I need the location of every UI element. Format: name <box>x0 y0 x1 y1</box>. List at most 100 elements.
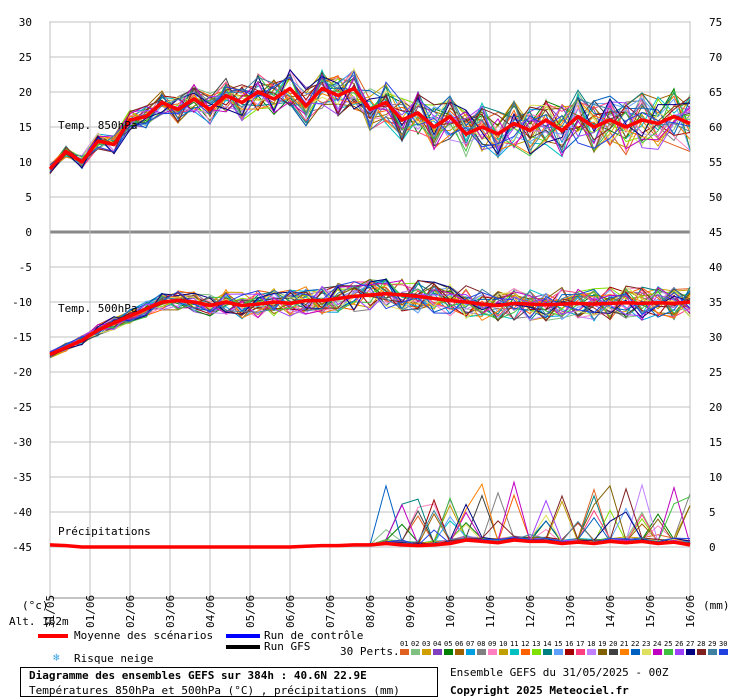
pert-number: 23 <box>642 640 651 648</box>
left-tick-label: 30 <box>19 16 32 29</box>
pert-number: 13 <box>532 640 541 648</box>
pert-swatch <box>543 649 552 655</box>
pert-number: 27 <box>686 640 695 648</box>
legend-control: Run de contrôle <box>264 629 364 642</box>
pert-number: 14 <box>543 640 552 648</box>
left-tick-label: 5 <box>25 191 32 204</box>
pert-swatch <box>719 649 728 655</box>
date-label: 10/06 <box>444 595 457 628</box>
pert-swatch <box>499 649 508 655</box>
left-tick-label: -35 <box>12 471 32 484</box>
date-label: 06/06 <box>284 595 297 628</box>
date-label: 05/06 <box>244 595 257 628</box>
pert-number: 28 <box>697 640 706 648</box>
snowflake-icon: ❄ <box>53 651 60 664</box>
right-tick-label: 15 <box>709 436 722 449</box>
pert-number: 05 <box>444 640 453 648</box>
pert-swatch <box>565 649 574 655</box>
date-label: 09/06 <box>404 595 417 628</box>
pert-swatch <box>598 649 607 655</box>
pert-swatch <box>521 649 530 655</box>
pert-number: 02 <box>411 640 420 648</box>
right-tick-label: 65 <box>709 86 722 99</box>
date-label: 16/06 <box>684 595 697 628</box>
date-label: 04/06 <box>204 595 217 628</box>
altitude-label: Alt. 162m <box>9 615 69 628</box>
date-label: 11/06 <box>484 595 497 628</box>
pert-number: 03 <box>422 640 431 648</box>
panel-label-850: Temp. 850hPa <box>58 119 138 132</box>
footer-box: Diagramme des ensembles GEFS sur 384h : … <box>20 667 438 697</box>
legend-gfs: Run GFS <box>264 640 311 653</box>
pert-swatch <box>609 649 618 655</box>
pert-number: 09 <box>488 640 497 648</box>
pert-swatch <box>444 649 453 655</box>
pert-number: 18 <box>587 640 596 648</box>
pert-swatch <box>576 649 585 655</box>
pert-swatch <box>653 649 662 655</box>
pert-number: 08 <box>477 640 486 648</box>
pert-swatch <box>620 649 629 655</box>
date-label: 07/06 <box>324 595 337 628</box>
right-tick-label: 10 <box>709 471 722 484</box>
footer-title: Diagramme des ensembles GEFS sur 384h : … <box>29 669 367 682</box>
mean-line-precip <box>49 538 691 549</box>
mean-lines <box>48 86 691 549</box>
pert-number: 21 <box>620 640 629 648</box>
left-unit: (°c) <box>22 599 49 612</box>
pert-swatch <box>455 649 464 655</box>
pert-number: 26 <box>675 640 684 648</box>
right-tick-label: 75 <box>709 16 722 29</box>
date-label: 12/06 <box>524 595 537 628</box>
date-label: 15/06 <box>644 595 657 628</box>
left-tick-label: 10 <box>19 156 32 169</box>
left-tick-label: -25 <box>12 401 32 414</box>
pert-number: 19 <box>598 640 607 648</box>
pert-swatch <box>400 649 409 655</box>
pert-swatch <box>488 649 497 655</box>
left-tick-label: 15 <box>19 121 32 134</box>
pert-line-500 <box>49 280 691 354</box>
date-label: 31/05 <box>44 595 57 628</box>
pert-swatch <box>477 649 486 655</box>
date-label: 03/06 <box>164 595 177 628</box>
date-label: 01/06 <box>84 595 97 628</box>
right-tick-label: 70 <box>709 51 722 64</box>
footer-subtitle: Températures 850hPa et 500hPa (°C) , pré… <box>29 684 400 697</box>
pert-number: 15 <box>554 640 563 648</box>
date-label: 13/06 <box>564 595 577 628</box>
right-tick-label: 35 <box>709 296 722 309</box>
right-tick-label: 45 <box>709 226 722 239</box>
left-tick-label: -20 <box>12 366 32 379</box>
right-unit: (mm) <box>703 599 730 612</box>
pert-line-500 <box>49 285 691 352</box>
pert-swatch <box>411 649 420 655</box>
left-tick-label: 25 <box>19 51 32 64</box>
mean-swatch <box>38 634 68 638</box>
panel-label-500: Temp. 500hPa <box>58 302 138 315</box>
control-swatch <box>226 634 260 638</box>
pert-number: 22 <box>631 640 640 648</box>
copyright: Copyright 2025 Meteociel.fr <box>450 684 629 697</box>
date-label: 02/06 <box>124 595 137 628</box>
pert-number: 24 <box>653 640 662 648</box>
pert-swatch <box>686 649 695 655</box>
pert-number: 04 <box>433 640 442 648</box>
pert-number: 16 <box>565 640 574 648</box>
date-label: 08/06 <box>364 595 377 628</box>
pert-number: 25 <box>664 640 673 648</box>
pert-line-850 <box>49 68 691 173</box>
left-tick-label: -40 <box>12 506 32 519</box>
pert-line-500 <box>49 278 691 357</box>
pert-number: 20 <box>609 640 618 648</box>
axis-labels: 302520151050-5-10-15-20-25-30-35-40-4575… <box>12 16 722 628</box>
pert-swatch <box>554 649 563 655</box>
pert-swatch <box>664 649 673 655</box>
pert-line-850 <box>49 81 691 174</box>
pert-number: 12 <box>521 640 530 648</box>
pert-line-850 <box>49 70 691 173</box>
pert-swatch <box>642 649 651 655</box>
pert-swatch <box>708 649 717 655</box>
panel-label-precip: Précipitations <box>58 525 151 538</box>
pert-swatch <box>675 649 684 655</box>
